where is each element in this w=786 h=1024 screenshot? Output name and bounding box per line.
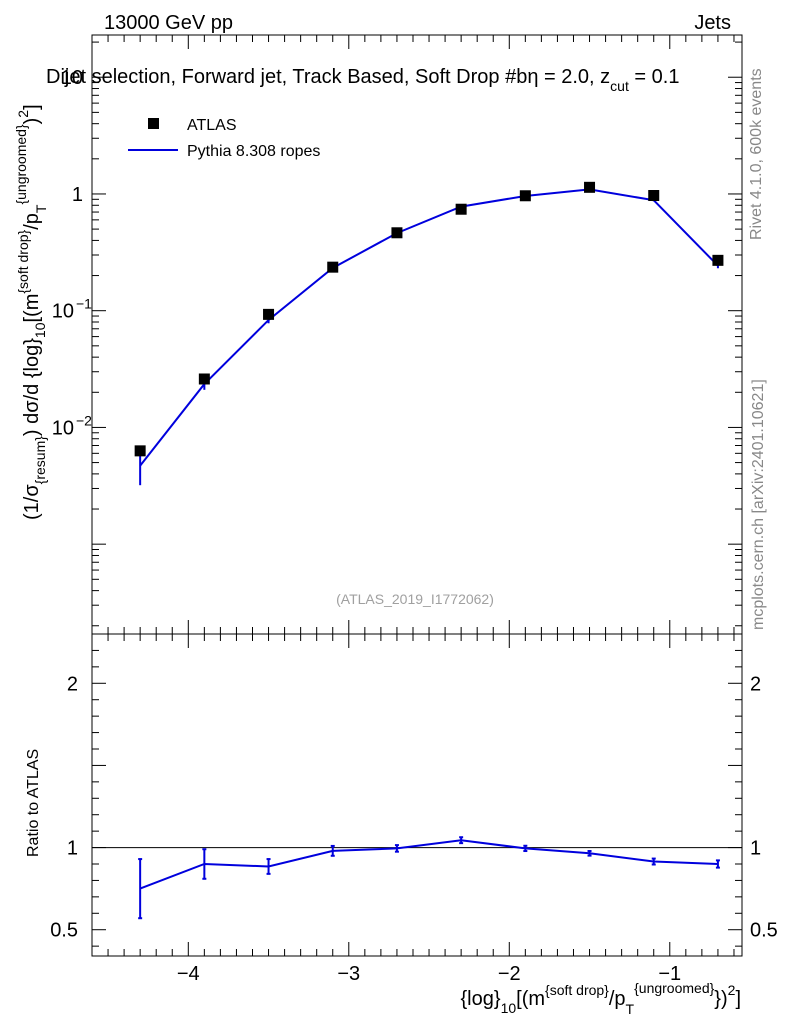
ratio-y-tick-label: 1 xyxy=(67,838,78,860)
process-label: Jets xyxy=(694,12,731,34)
ratio-series xyxy=(92,836,742,920)
x-tick-label: −4 xyxy=(177,963,200,985)
data-point xyxy=(455,203,467,215)
energy-label: 13000 GeV pp xyxy=(104,12,233,34)
rivet-label: Rivet 4.1.0, 600k events xyxy=(748,68,765,240)
x-tick-label: −2 xyxy=(498,963,521,985)
main-y-tick-exponent: −1 xyxy=(76,296,92,312)
main-y-tick-label: 1 xyxy=(72,184,83,206)
x-axis-label: {log}10[(m{soft drop}/pT{ungroomed}})2] xyxy=(461,980,742,1017)
analysis-id: (ATLAS_2019_I1772062) xyxy=(336,591,494,607)
mcplots-label: mcplots.cern.ch [arXiv:2401.10621] xyxy=(750,379,767,630)
ratio-y-tick-label-right: 2 xyxy=(750,673,761,695)
data-point xyxy=(198,373,210,385)
legend-data-label: ATLAS xyxy=(187,117,237,134)
ratio-y-tick-label: 2 xyxy=(67,673,78,695)
legend-data-marker xyxy=(148,118,159,129)
data-point xyxy=(391,227,403,239)
ratio-y-tick-label-right: 0.5 xyxy=(750,920,778,942)
data-point xyxy=(327,261,339,273)
ratio-y-axis-label: Ratio to ATLAS xyxy=(25,749,42,857)
data-point xyxy=(263,308,275,320)
main-y-tick-label: 10 xyxy=(52,417,74,439)
data-point xyxy=(584,181,596,193)
legend-mc-label: Pythia 8.308 ropes xyxy=(187,143,320,160)
data-point xyxy=(648,190,660,202)
main-y-tick-label: 10 xyxy=(52,301,74,323)
main-y-tick-label: 10 xyxy=(61,67,83,89)
x-tick-label: −3 xyxy=(337,963,360,985)
main-y-tick-exponent: −2 xyxy=(76,412,92,428)
plot-title: Dijet selection, Forward jet, Track Base… xyxy=(46,66,679,94)
data-point xyxy=(519,190,531,202)
ratio-y-tick-label-right: 1 xyxy=(750,838,761,860)
ratio-plot-frame xyxy=(91,633,743,957)
main-series xyxy=(134,181,724,486)
ratio-y-tick-label: 0.5 xyxy=(50,920,78,942)
data-point xyxy=(134,445,146,457)
x-tick-label: −1 xyxy=(658,963,681,985)
data-point xyxy=(712,254,724,266)
ratio-line xyxy=(139,839,718,890)
main-y-axis-label: (1/σ{resum}) dσ/d {log}10[(m{soft drop}/… xyxy=(13,104,49,520)
mc-line xyxy=(139,188,719,467)
